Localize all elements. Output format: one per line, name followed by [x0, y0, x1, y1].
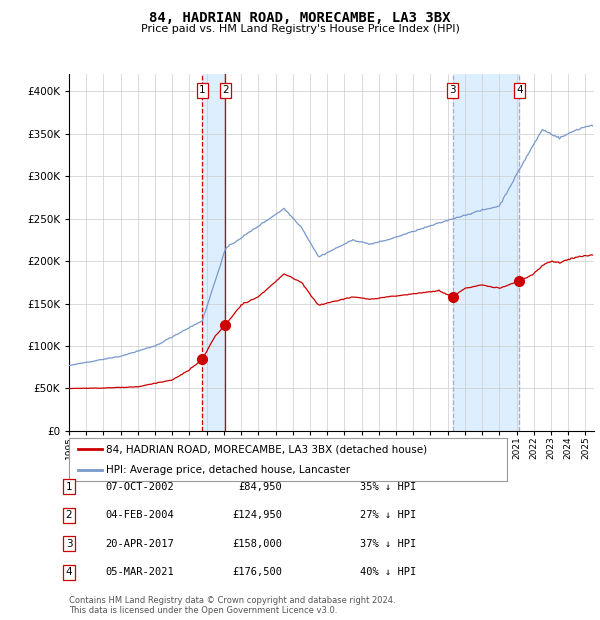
- Text: 4: 4: [516, 86, 523, 95]
- Text: Price paid vs. HM Land Registry's House Price Index (HPI): Price paid vs. HM Land Registry's House …: [140, 24, 460, 33]
- Text: 84, HADRIAN ROAD, MORECAMBE, LA3 3BX (detached house): 84, HADRIAN ROAD, MORECAMBE, LA3 3BX (de…: [106, 445, 427, 454]
- Text: £158,000: £158,000: [232, 539, 282, 549]
- Text: 2: 2: [65, 510, 73, 520]
- Text: 04-FEB-2004: 04-FEB-2004: [105, 510, 174, 520]
- Text: Contains HM Land Registry data © Crown copyright and database right 2024.
This d: Contains HM Land Registry data © Crown c…: [69, 596, 395, 615]
- Text: 27% ↓ HPI: 27% ↓ HPI: [360, 510, 416, 520]
- Text: 37% ↓ HPI: 37% ↓ HPI: [360, 539, 416, 549]
- Text: 05-MAR-2021: 05-MAR-2021: [105, 567, 174, 577]
- Text: 07-OCT-2002: 07-OCT-2002: [105, 482, 174, 492]
- Text: 35% ↓ HPI: 35% ↓ HPI: [360, 482, 416, 492]
- Text: 40% ↓ HPI: 40% ↓ HPI: [360, 567, 416, 577]
- Text: £124,950: £124,950: [232, 510, 282, 520]
- Bar: [452, 74, 520, 431]
- Text: 3: 3: [65, 539, 73, 549]
- Bar: [202, 74, 225, 431]
- Text: 2: 2: [222, 86, 229, 95]
- Text: £176,500: £176,500: [232, 567, 282, 577]
- Text: 4: 4: [65, 567, 73, 577]
- Text: 84, HADRIAN ROAD, MORECAMBE, LA3 3BX: 84, HADRIAN ROAD, MORECAMBE, LA3 3BX: [149, 11, 451, 25]
- Text: 20-APR-2017: 20-APR-2017: [105, 539, 174, 549]
- Text: 3: 3: [449, 86, 456, 95]
- Text: HPI: Average price, detached house, Lancaster: HPI: Average price, detached house, Lanc…: [106, 466, 350, 476]
- Text: 1: 1: [65, 482, 73, 492]
- Text: 1: 1: [199, 86, 206, 95]
- Text: £84,950: £84,950: [238, 482, 282, 492]
